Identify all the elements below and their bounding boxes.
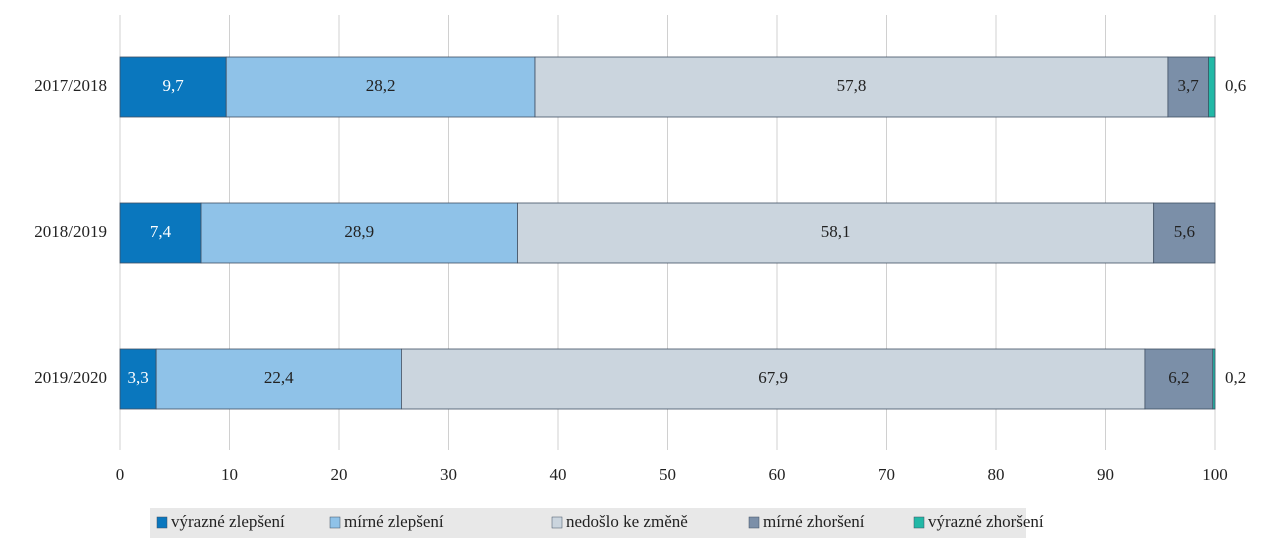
bar-segment: [119, 56, 227, 118]
legend-swatch: [748, 516, 760, 529]
x-tick-label: 40: [550, 465, 567, 484]
legend-label: výrazné zlepšení: [171, 512, 285, 531]
legend-box: [150, 508, 1026, 538]
x-tick-label: 60: [769, 465, 786, 484]
x-tick-label: 10: [221, 465, 238, 484]
bar-segment: [119, 348, 157, 410]
x-tick-label: 80: [988, 465, 1005, 484]
x-tick-label: 70: [878, 465, 895, 484]
bar-segment: [200, 202, 518, 264]
bar-segment: [1144, 348, 1214, 410]
data-label: 7,4: [150, 222, 172, 241]
bar-segment: [155, 348, 402, 410]
data-label: 28,2: [366, 76, 396, 95]
data-label: 58,1: [821, 222, 851, 241]
legend-label: výrazné zhoršení: [928, 512, 1044, 531]
x-tick-label: 30: [440, 465, 457, 484]
data-label: 0,6: [1225, 76, 1246, 95]
legend-swatch: [156, 516, 168, 529]
bar-segment: [225, 56, 536, 118]
legend-swatch: [551, 516, 563, 529]
category-label: 2019/2020: [34, 368, 107, 387]
data-label: 9,7: [162, 76, 184, 95]
x-tick-label: 20: [331, 465, 348, 484]
bar-segment: [1153, 202, 1216, 264]
data-label: 57,8: [837, 76, 867, 95]
x-tick-label: 0: [116, 465, 125, 484]
bar-segment: [517, 202, 1155, 264]
data-label: 5,6: [1174, 222, 1195, 241]
legend-label: mírné zlepšení: [344, 512, 444, 531]
legend-swatch: [913, 516, 925, 529]
data-label: 28,9: [344, 222, 374, 241]
data-label: 67,9: [758, 368, 788, 387]
bar-segment: [1212, 348, 1216, 410]
x-tick-label: 90: [1097, 465, 1114, 484]
x-tick-label: 50: [659, 465, 676, 484]
category-label: 2017/2018: [34, 76, 107, 95]
bar-segment: [119, 202, 202, 264]
bar-segment: [1208, 56, 1216, 118]
data-label: 6,2: [1168, 368, 1189, 387]
data-label: 0,2: [1225, 368, 1246, 387]
bar-segment: [1167, 56, 1209, 118]
bar-segment: [401, 348, 1146, 410]
legend-label: nedošlo ke změně: [566, 512, 688, 531]
legend-label: mírné zhoršení: [763, 512, 865, 531]
category-label: 2018/2019: [34, 222, 107, 241]
x-tick-label: 100: [1202, 465, 1228, 484]
bar-segment: [534, 56, 1169, 118]
data-label: 3,3: [127, 368, 148, 387]
legend-swatch: [329, 516, 341, 529]
data-label: 3,7: [1178, 76, 1200, 95]
data-label: 22,4: [264, 368, 294, 387]
